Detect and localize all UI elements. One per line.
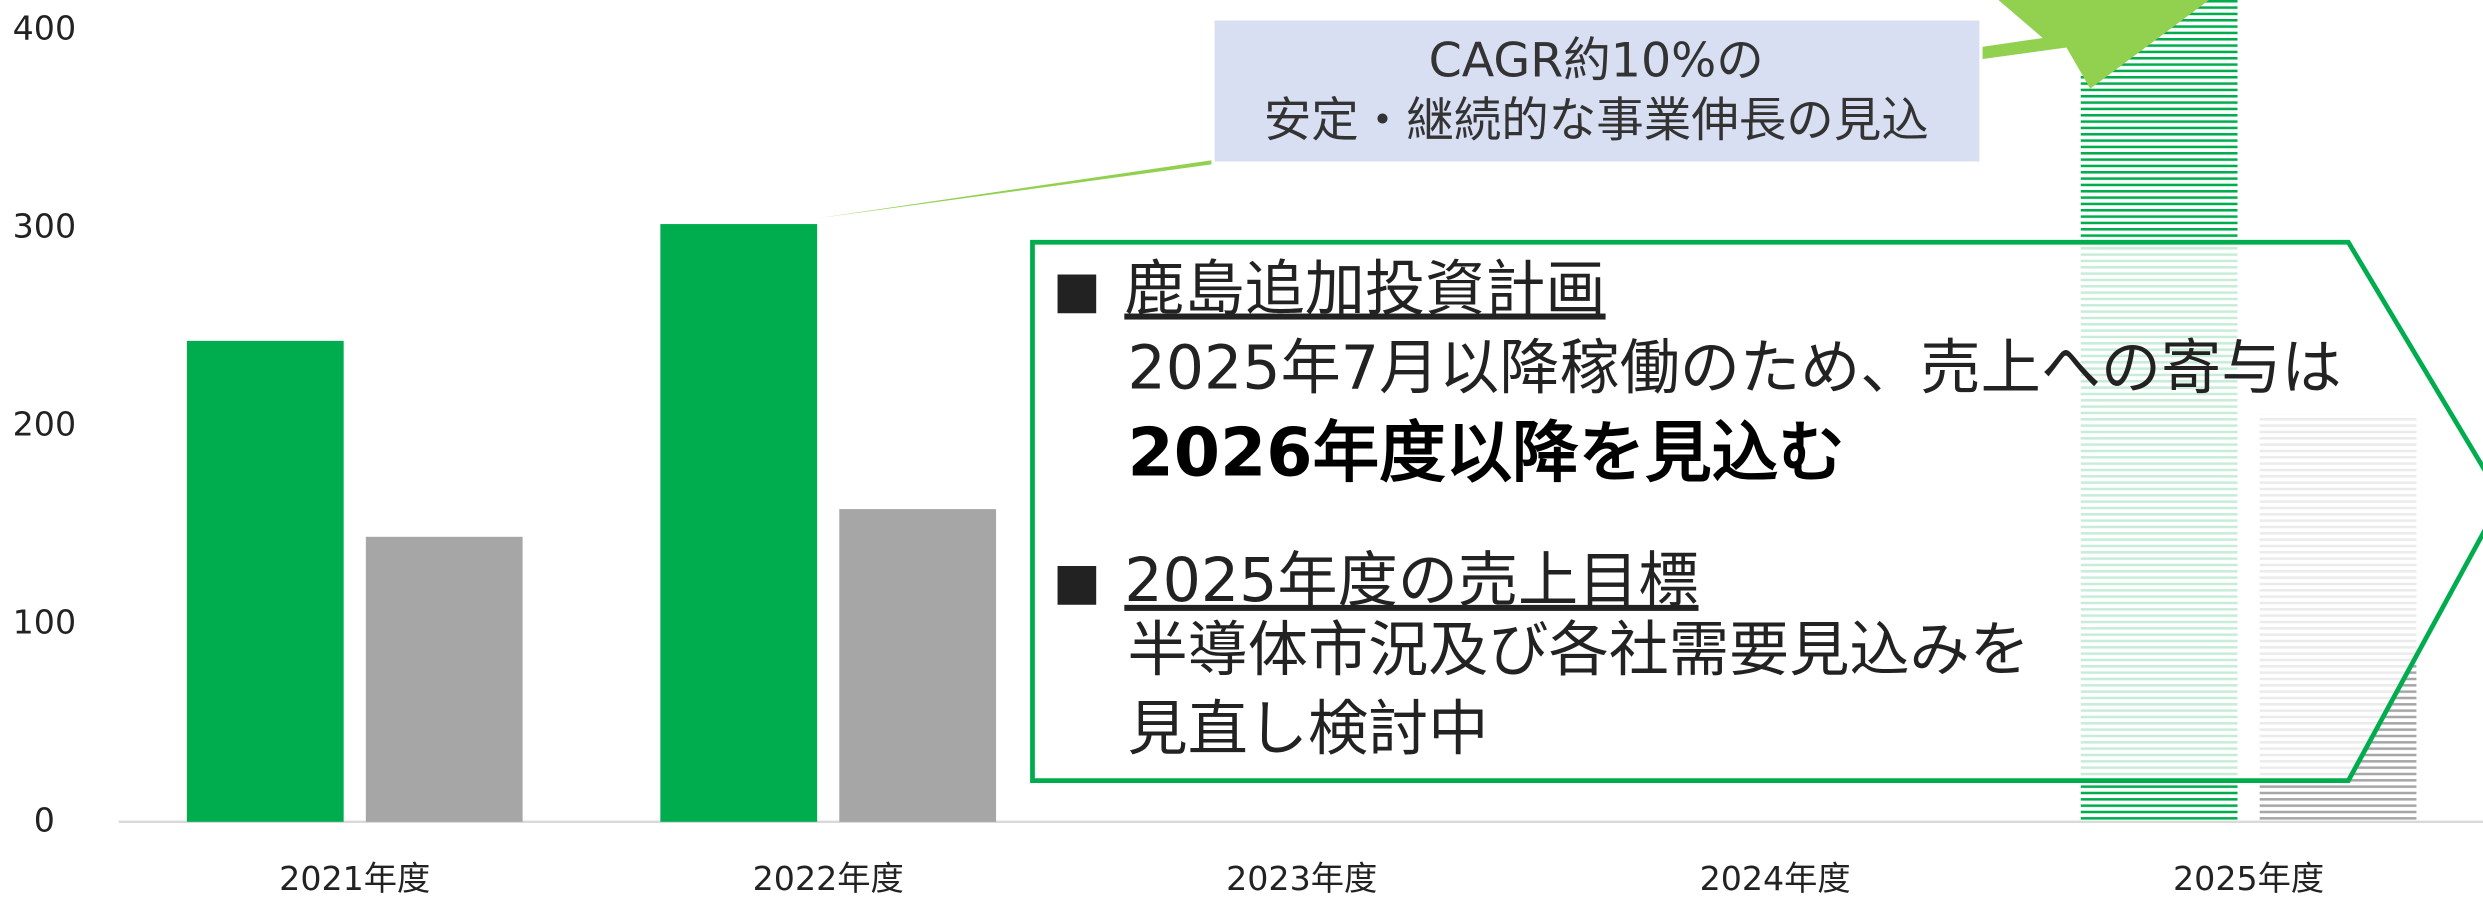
x-tick-label: 2022年度 (753, 859, 904, 898)
x-tick-label: 2024年度 (1700, 859, 1851, 898)
bar (186, 340, 344, 822)
growth-arrow (815, 0, 2210, 219)
bullet: ■ (1053, 260, 1101, 319)
cagr-text: CAGR約10%の (1429, 33, 1764, 88)
info-box (1030, 239, 2483, 784)
y-tick-label: 200 (13, 404, 76, 443)
x-tick-label: 2023年度 (1226, 859, 1377, 898)
x-tick-label: 2021年度 (279, 859, 430, 898)
y-tick-label: 400 (13, 9, 76, 48)
info-line: 半導体市況及び各社需要見込みを (1127, 616, 2029, 686)
y-tick-label: 300 (13, 207, 76, 246)
bar (660, 224, 818, 822)
y-tick-label: 100 (13, 602, 76, 641)
info-heading: 鹿島追加投資計画 (1124, 255, 1605, 325)
info-heading: 2025年度の売上目標 (1124, 546, 1698, 616)
bar (365, 536, 523, 822)
bullet: ■ (1053, 551, 1101, 610)
cagr-box (1211, 17, 1983, 165)
cagr-text: 安定・継続的な事業伸長の見込 (1264, 94, 1929, 149)
info-line: 見直し検討中 (1127, 695, 1488, 765)
info-line: 2025年7月以降稼働のため、売上への寄与は (1127, 334, 2341, 404)
x-tick-label: 2025年度 (2173, 859, 2324, 898)
bar (839, 509, 997, 822)
y-tick-label: 0 (34, 800, 55, 839)
info-emphasis: 2026年度以降を見込む (1127, 414, 1844, 492)
